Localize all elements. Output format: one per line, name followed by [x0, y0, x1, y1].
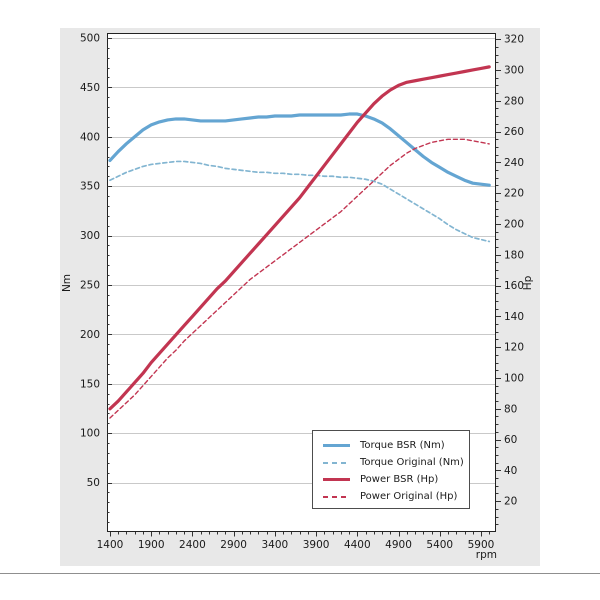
- y-right-tick-label: 160: [504, 280, 524, 292]
- y-left-tick-label: 400: [80, 131, 100, 143]
- y-right-tick-label: 60: [504, 434, 517, 446]
- x-tick-label: 5900: [468, 539, 495, 551]
- legend-label: Torque Original (Nm): [360, 457, 464, 468]
- y-axis-left-label: Nm: [61, 273, 73, 293]
- x-tick-label: 4900: [385, 539, 412, 551]
- power-original-line-swatch: [323, 495, 350, 498]
- y-axis-right-label: Hp: [522, 275, 534, 291]
- x-tick-label: 2900: [220, 539, 247, 551]
- gridlines: [107, 38, 496, 484]
- y-right-tick-label: 300: [504, 64, 524, 76]
- legend-label: Power BSR (Hp): [360, 474, 439, 485]
- y-left-tick-label: 200: [80, 329, 100, 341]
- y-left-tick-label: 350: [80, 181, 100, 193]
- y-left-tick-label: 300: [80, 230, 100, 242]
- y-left-tick-label: 250: [80, 279, 100, 291]
- y-right-tick-label: 200: [504, 218, 524, 230]
- series-torque-bsr-nm: [108, 112, 491, 187]
- y-right-tick-label: 20: [504, 496, 517, 508]
- y-right-tick-label: 140: [504, 311, 524, 323]
- y-right-tick-label: 320: [504, 34, 524, 46]
- series-power-bsr-hp: [108, 65, 491, 411]
- y-right-tick-label: 100: [504, 372, 524, 384]
- x-tick-label: 1400: [97, 539, 124, 551]
- x-tick-label: 3900: [303, 539, 330, 551]
- power-bsr-line-swatch: [323, 478, 350, 481]
- x-tick-label: 3400: [262, 539, 289, 551]
- y-right-tick-label: 120: [504, 342, 524, 354]
- tick-labels: 50 100 150 200 250 300 350 400 450 500 20 40 60 80 100…: [80, 32, 524, 551]
- x-axis-label: rpm: [475, 549, 497, 561]
- legend: Torque BSR (Nm) Torque Original (Nm) Pow…: [312, 430, 470, 509]
- y-right-tick-label: 80: [504, 403, 517, 415]
- plot-border: [107, 33, 496, 532]
- y-left-tick-label: 50: [87, 477, 100, 489]
- bottom-rule: [0, 573, 600, 574]
- x-tick-label: 4400: [344, 539, 371, 551]
- legend-item-power-original: Power Original (Hp): [323, 488, 469, 505]
- x-tick-label: 1900: [138, 539, 165, 551]
- legend-label: Torque BSR (Nm): [360, 440, 445, 451]
- legend-item-torque-original: Torque Original (Nm): [323, 454, 469, 471]
- legend-item-power-bsr: Power BSR (Hp): [323, 471, 469, 488]
- legend-label: Power Original (Hp): [360, 491, 458, 502]
- y-right-tick-label: 220: [504, 188, 524, 200]
- legend-item-torque-bsr: Torque BSR (Nm): [323, 437, 469, 454]
- y-right-tick-label: 40: [504, 465, 517, 477]
- y-left-tick-label: 100: [80, 428, 100, 440]
- series-power-original-hp: [109, 138, 490, 419]
- x-tick-label: 5400: [426, 539, 453, 551]
- y-left-tick-label: 500: [80, 32, 100, 44]
- torque-original-line-swatch: [323, 461, 350, 464]
- y-right-tick-label: 280: [504, 95, 524, 107]
- y-right-tick-label: 180: [504, 249, 524, 261]
- x-tick-label: 2400: [179, 539, 206, 551]
- series-torque-original-nm: [109, 160, 491, 243]
- torque-bsr-line-swatch: [323, 444, 350, 447]
- y-right-tick-label: 240: [504, 157, 524, 169]
- y-left-tick-label: 450: [80, 82, 100, 94]
- axis-ticks: [107, 38, 501, 537]
- y-left-tick-label: 150: [80, 378, 100, 390]
- y-right-tick-label: 260: [504, 126, 524, 138]
